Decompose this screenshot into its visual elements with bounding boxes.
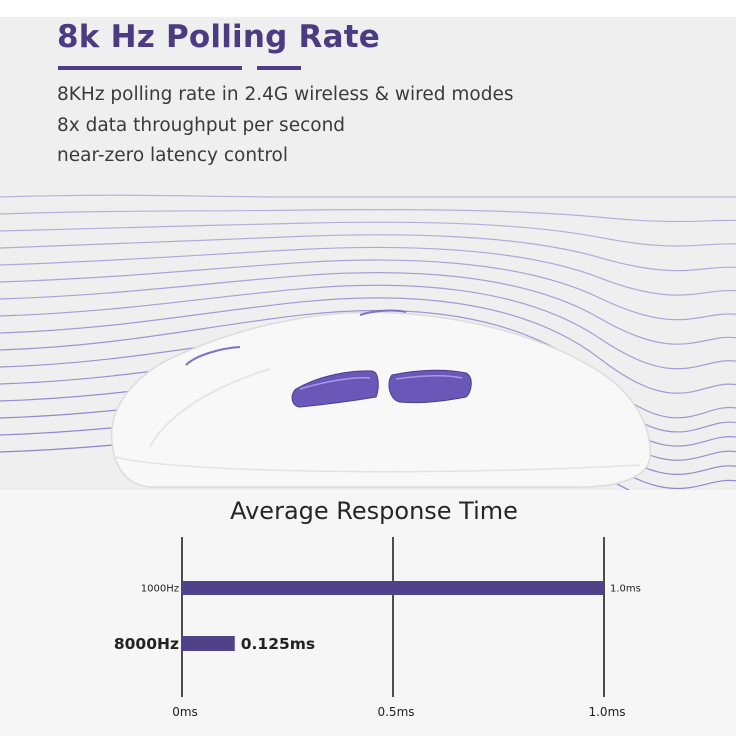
hero-panel: 8k Hz Polling Rate 8KHz polling rate in … bbox=[0, 17, 736, 490]
value-label: 1.0ms bbox=[610, 584, 641, 595]
chart-title: Average Response Time bbox=[230, 497, 518, 525]
feature-item: near-zero latency control bbox=[57, 145, 288, 166]
headline-underline bbox=[58, 66, 242, 70]
airflow-line bbox=[0, 297, 736, 394]
airflow-line bbox=[0, 284, 736, 370]
side-button-back bbox=[291, 370, 379, 408]
x-tick-label: 0.5ms bbox=[377, 705, 414, 719]
airflow-lines-graphic bbox=[0, 194, 736, 490]
category-label: 8000Hz bbox=[114, 635, 179, 653]
airflow-line bbox=[0, 234, 736, 272]
feature-item: 8x data throughput per second bbox=[57, 114, 346, 136]
airflow-line bbox=[0, 259, 736, 321]
x-tick-label: 0ms bbox=[172, 705, 198, 719]
airflow-line bbox=[0, 209, 736, 223]
bar-1000hz bbox=[182, 581, 604, 595]
feature-item: 8KHz polling rate in 2.4G wireless & wir… bbox=[57, 84, 514, 105]
mouse-image bbox=[110, 309, 651, 488]
side-button-forward bbox=[388, 369, 472, 404]
airflow-line bbox=[0, 194, 736, 198]
feature-list: 8KHz polling rate in 2.4G wireless & wir… bbox=[57, 80, 514, 172]
x-tick-label: 1.0ms bbox=[588, 705, 625, 719]
bar-8000hz bbox=[182, 636, 235, 651]
value-label: 0.125ms bbox=[241, 635, 315, 653]
category-label: 1000Hz bbox=[141, 584, 179, 595]
page-headline: 8k Hz Polling Rate bbox=[57, 19, 380, 55]
airflow-line bbox=[0, 309, 736, 419]
airflow-line bbox=[0, 221, 736, 247]
airflow-line bbox=[0, 272, 736, 345]
airflow-line bbox=[0, 246, 736, 296]
chart-panel bbox=[0, 490, 736, 736]
headline-underline-accent bbox=[257, 66, 301, 70]
